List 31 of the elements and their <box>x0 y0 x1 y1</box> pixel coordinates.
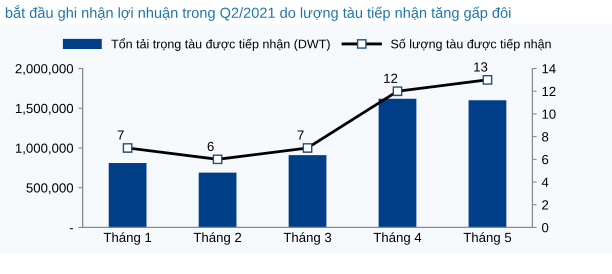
y2-tick-label: 12 <box>542 86 556 96</box>
y-tick-label: 500,000 <box>26 183 74 194</box>
bar <box>468 100 506 228</box>
x-tick-label: Tháng 1 <box>104 232 152 245</box>
legend-label: Số lượng tàu được tiếp nhận <box>391 38 551 51</box>
legend-label: Tổn tải trọng tàu được tiếp nhận (DWT) <box>111 38 330 51</box>
y2-tick-label: 2 <box>542 200 548 210</box>
bar <box>378 98 416 228</box>
y2-tick-label: 14 <box>542 64 556 74</box>
x-tick-label: Tháng 2 <box>194 232 242 245</box>
y-tick-label: 2,000,000 <box>16 64 74 75</box>
y2-tick-label: 10 <box>542 109 556 119</box>
y-tick-label: - <box>70 228 74 230</box>
data-label: 13 <box>474 62 488 72</box>
y-tick-label: 1,500,000 <box>16 104 74 115</box>
bar <box>108 163 146 228</box>
y-tick-label: 1,000,000 <box>16 144 74 154</box>
bar <box>288 155 326 228</box>
y2-tick-label: 6 <box>542 154 548 164</box>
x-tick-label: Tháng 5 <box>464 232 512 245</box>
chart-title: bắt đầu ghi nhận lợi nhuận trong Q2/2021 do lượng tàu tiếp nhận tăng gấp đôi <box>6 5 510 21</box>
y2-tick-label: 4 <box>542 178 548 187</box>
x-tick-label: Tháng 4 <box>374 232 422 245</box>
data-label: 7 <box>298 130 304 140</box>
y2-tick-label: 0 <box>542 222 548 232</box>
bar <box>198 172 236 228</box>
data-label: 6 <box>208 142 214 152</box>
y2-tick-label: 8 <box>542 132 548 142</box>
data-label: 12 <box>384 74 398 83</box>
x-tick-label: Tháng 3 <box>284 232 332 245</box>
data-label: 7 <box>118 130 124 140</box>
